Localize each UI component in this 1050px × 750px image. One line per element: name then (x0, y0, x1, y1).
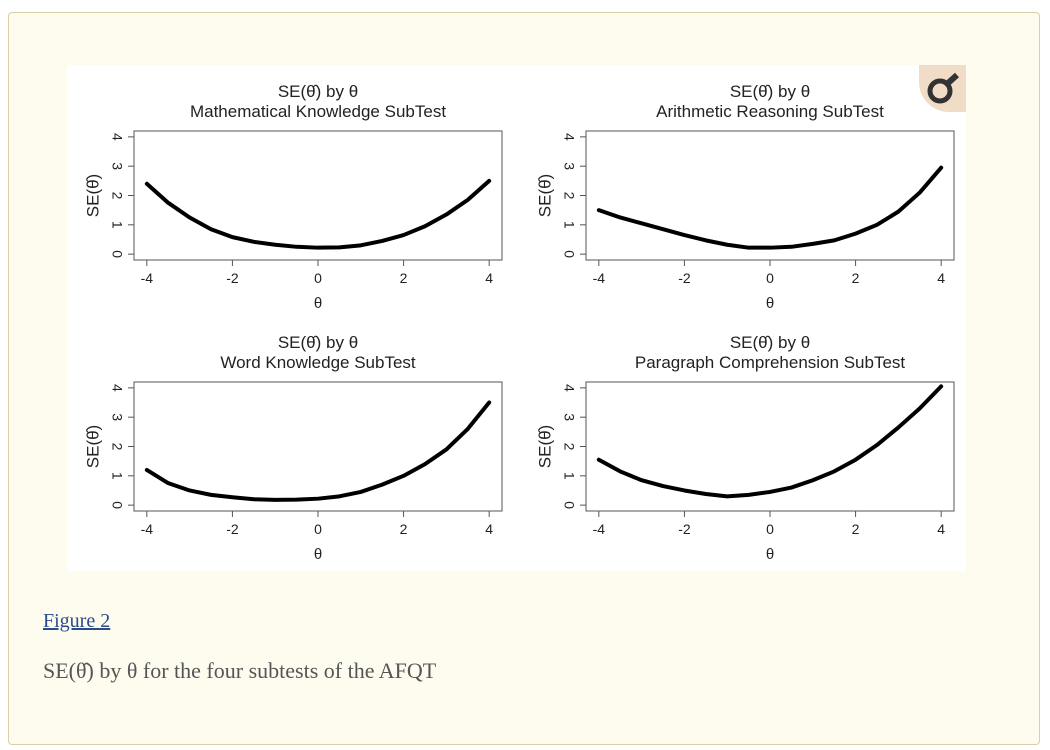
y-tick-label: 2 (561, 443, 577, 451)
y-tick-label: 4 (561, 133, 577, 141)
x-axis-label: θ (766, 295, 774, 312)
x-tick-label: -4 (141, 521, 154, 537)
curve (144, 178, 492, 250)
y-tick-label: 2 (109, 192, 125, 200)
y-tick-label: 4 (109, 384, 125, 392)
chart-title: SE(θ̂) by θ (730, 333, 810, 352)
plot-frame (585, 130, 955, 261)
curve (144, 400, 492, 502)
zoom-icon[interactable] (919, 65, 966, 112)
y-axis-label: SE(θ̂) (535, 174, 554, 217)
curve (596, 384, 944, 499)
x-tick-label: -2 (226, 270, 239, 286)
y-tick-label: 3 (109, 162, 125, 170)
plot-area (144, 178, 492, 250)
chart-title: SE(θ̂) by θ (278, 82, 358, 101)
x-tick-label: -4 (593, 270, 606, 286)
plot-area (596, 384, 944, 499)
x-axis-label: θ (314, 295, 322, 312)
x-tick-label: -4 (593, 521, 606, 537)
zoom-glyph (927, 72, 960, 104)
x-tick-label: 2 (400, 521, 408, 537)
y-tick-label: 0 (561, 501, 577, 509)
y-tick-label: 0 (109, 501, 125, 509)
y-axis-label: SE(θ̂) (535, 425, 554, 468)
y-axis-label: SE(θ̂) (83, 425, 102, 468)
chart-title: SE(θ̂) by θ (730, 82, 810, 101)
y-tick-label: 3 (561, 413, 577, 421)
y-tick-label: 0 (561, 250, 577, 258)
x-tick-label: 4 (485, 521, 493, 537)
y-tick-label: 2 (561, 192, 577, 200)
x-tick-label: 0 (314, 521, 322, 537)
chart-title: SE(θ̂) by θ (278, 333, 358, 352)
x-tick-label: -2 (678, 270, 691, 286)
y-tick-label: 4 (109, 133, 125, 141)
x-tick-label: -2 (226, 521, 239, 537)
figure-caption: SE(θ̂) by θ for the four subtests of the… (43, 658, 437, 683)
y-axis-label: SE(θ̂) (83, 174, 102, 217)
x-axis-label: θ (314, 546, 322, 563)
figure-label[interactable]: Figure 2 (43, 610, 111, 632)
figure-card: SE(θ̂) by θ Mathematical Knowledge SubTes… (8, 12, 1040, 745)
x-tick-label: 0 (766, 521, 774, 537)
x-tick-label: 2 (852, 521, 860, 537)
x-tick-label: 4 (937, 521, 945, 537)
x-tick-label: 2 (400, 270, 408, 286)
plot-area (144, 400, 492, 502)
y-tick-label: 1 (561, 221, 577, 229)
x-tick-label: 4 (937, 270, 945, 286)
y-tick-label: 3 (561, 162, 577, 170)
chart-subtitle: Paragraph Comprehension SubTest (635, 353, 906, 372)
x-tick-label: -4 (141, 270, 154, 286)
curve (596, 165, 944, 250)
chart-subtitle: Word Knowledge SubTest (220, 353, 416, 372)
plot-area (596, 165, 944, 250)
chart-subtitle: Mathematical Knowledge SubTest (190, 102, 446, 121)
x-tick-label: 2 (852, 270, 860, 286)
plot-frame (133, 130, 503, 261)
y-tick-label: 1 (109, 221, 125, 229)
y-tick-label: 1 (109, 472, 125, 480)
y-tick-label: 0 (109, 250, 125, 258)
x-tick-label: 4 (485, 270, 493, 286)
y-tick-label: 4 (561, 384, 577, 392)
x-tick-label: 0 (766, 270, 774, 286)
y-tick-label: 2 (109, 443, 125, 451)
x-tick-label: -2 (678, 521, 691, 537)
y-tick-label: 1 (561, 472, 577, 480)
x-axis-label: θ (766, 546, 774, 563)
x-tick-label: 0 (314, 270, 322, 286)
chart-subtitle: Arithmetic Reasoning SubTest (656, 102, 884, 121)
y-tick-label: 3 (109, 413, 125, 421)
